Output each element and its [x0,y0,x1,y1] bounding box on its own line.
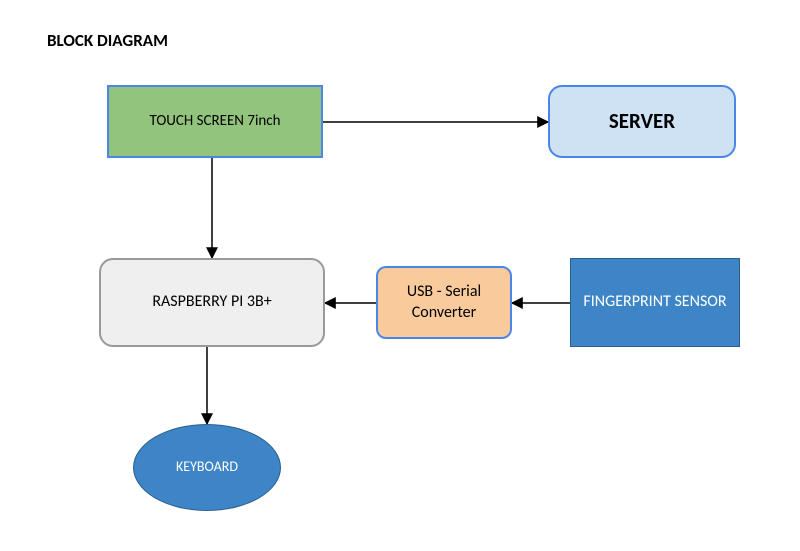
node-label-fingerprint: FINGERPRINT SENSOR [583,292,726,313]
diagram-title: BLOCK DIAGRAM [47,30,168,51]
node-label-keyboard: KEYBOARD [176,458,238,476]
node-keyboard: KEYBOARD [133,424,281,511]
node-label-touchscreen: TOUCH SCREEN 7inch [149,112,280,132]
node-label-raspberry: RASPBERRY PI 3B+ [152,292,271,313]
node-usbserial: USB - Serial Converter [376,266,512,339]
node-touchscreen: TOUCH SCREEN 7inch [107,85,323,158]
node-fingerprint: FINGERPRINT SENSOR [570,258,740,347]
node-label-usbserial: USB - Serial Converter [382,282,506,324]
node-server: SERVER [548,85,736,158]
node-raspberry: RASPBERRY PI 3B+ [99,258,325,347]
node-label-server: SERVER [609,108,675,135]
